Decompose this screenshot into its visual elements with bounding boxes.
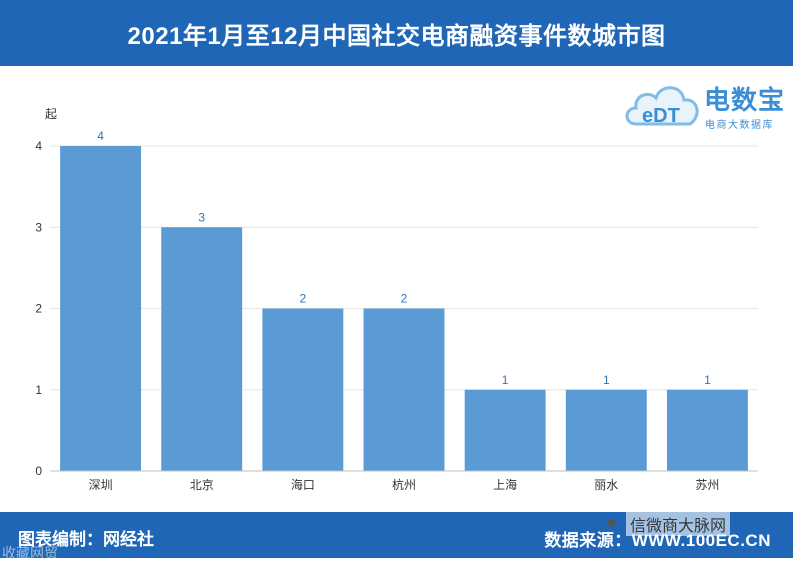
footer-bar: 图表编制：网经社 数据来源：WWW.100EC.CN 收藏网贸 ☻ 信微商大脉网 bbox=[0, 512, 793, 561]
y-tick-label: 1 bbox=[35, 383, 42, 397]
x-tick-label: 苏州 bbox=[695, 478, 719, 492]
chart-title: 2021年1月至12月中国社交电商融资事件数城市图 bbox=[127, 22, 666, 50]
cloud-logo-icon: eDT bbox=[625, 86, 699, 127]
x-tick-label: 深圳 bbox=[89, 478, 113, 492]
bar-北京 bbox=[161, 227, 243, 471]
data-label: 4 bbox=[97, 129, 104, 143]
y-tick-label: 3 bbox=[35, 220, 42, 234]
wechat-icon: ☻ bbox=[604, 514, 619, 530]
logo-name: 电数宝 bbox=[704, 85, 786, 115]
x-tick-label: 上海 bbox=[493, 477, 517, 492]
y-tick-label: 4 bbox=[35, 139, 42, 153]
x-tick-label: 丽水 bbox=[594, 478, 618, 492]
chart-area: 4 3 2 2 1 1 1 起 0 1 2 3 4 深圳 北京 海口 杭州 上海 丽水 苏州 bbox=[0, 66, 793, 512]
x-tick-label: 杭州 bbox=[392, 477, 416, 492]
data-label: 2 bbox=[401, 292, 408, 306]
x-tick-label: 北京 bbox=[190, 478, 214, 492]
data-label: 1 bbox=[704, 373, 711, 387]
x-tick-label: 海口 bbox=[291, 477, 315, 492]
title-bar: 2021年1月至12月中国社交电商融资事件数城市图 bbox=[0, 0, 793, 66]
bar-chart: 4 3 2 2 1 1 1 起 0 1 2 3 4 深圳 北京 海口 杭州 上海 丽水 苏州 bbox=[35, 107, 758, 492]
watermark-right: 信微商大脉网 bbox=[626, 512, 731, 536]
bar-杭州 bbox=[363, 308, 445, 471]
watermark-left: 收藏网贸 bbox=[2, 545, 58, 561]
y-axis-unit-label: 起 bbox=[45, 107, 57, 121]
bar-深圳 bbox=[60, 146, 142, 471]
data-label: 1 bbox=[502, 373, 509, 387]
logo-badge-text: eDT bbox=[642, 105, 680, 127]
chart-credit: 图表编制：网经社 bbox=[18, 530, 154, 549]
y-tick-label: 0 bbox=[35, 464, 42, 478]
bar-苏州 bbox=[666, 389, 748, 471]
logo: eDT 电数宝 电商大数据库 bbox=[622, 72, 792, 134]
data-label: 2 bbox=[300, 292, 307, 306]
data-label: 1 bbox=[603, 373, 610, 387]
bar-海口 bbox=[262, 308, 344, 471]
data-label: 3 bbox=[198, 210, 205, 224]
bar-上海 bbox=[464, 389, 546, 471]
bar-丽水 bbox=[565, 389, 647, 471]
logo-tagline: 电商大数据库 bbox=[705, 120, 774, 131]
y-tick-label: 2 bbox=[35, 302, 42, 316]
